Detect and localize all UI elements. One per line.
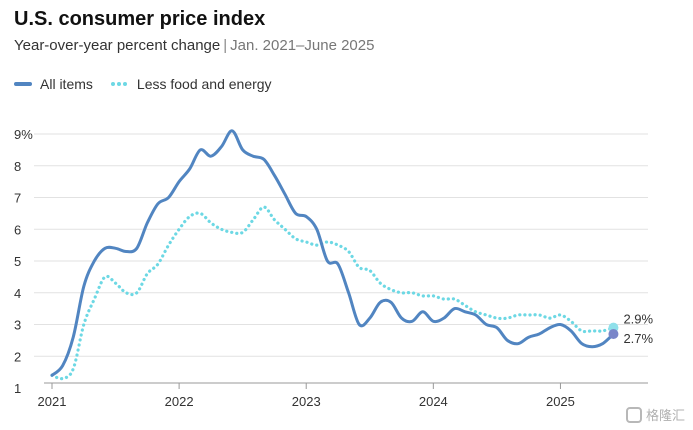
x-tick-label: 2025 (546, 394, 575, 409)
legend-swatch-solid (14, 82, 32, 86)
x-axis: 2021 2022 2023 2024 2025 (38, 382, 648, 409)
legend-swatch-dotted (110, 82, 129, 86)
y-tick-label: 7 (14, 191, 21, 206)
x-tick-label: 2023 (292, 394, 321, 409)
end-labels: 2.9% 2.7% (608, 312, 654, 346)
subtitle-main: Year-over-year percent change (14, 37, 221, 54)
chart-subtitle: Year-over-year percent change | Jan. 2021–… (14, 37, 374, 54)
legend-item-all-items: All items (14, 76, 93, 92)
series-line-core (50, 205, 615, 381)
series-end-marker (608, 329, 619, 340)
legend-item-core: Less food and energy (110, 76, 272, 92)
watermark: 格隆汇 (625, 405, 685, 424)
series-lines (50, 129, 615, 381)
legend-label-core: Less food and energy (136, 76, 272, 92)
subtitle-range: Jan. 2021–June 2025 (230, 37, 375, 54)
y-tick-label: 8 (14, 159, 21, 174)
x-tick-label: 2021 (38, 394, 67, 409)
y-tick-label: 6 (14, 222, 21, 237)
chart-title: U.S. consumer price index (14, 8, 266, 30)
y-tick-label: 1 (14, 381, 21, 396)
chart-legend: All items Less food and energy (14, 76, 290, 92)
y-tick-label: 2 (14, 349, 21, 364)
y-axis-ticks: 9% 8 7 6 5 4 3 2 1 (14, 127, 33, 396)
y-tick-label: 9% (14, 127, 33, 142)
y-tick-label: 3 (14, 318, 21, 333)
x-tick-label: 2024 (419, 394, 448, 409)
legend-label-all-items: All items (40, 76, 93, 92)
watermark-text: 格隆汇 (645, 408, 685, 423)
y-tick-label: 5 (14, 254, 21, 269)
series-end-label: 2.9% (623, 312, 653, 327)
x-tick-label: 2022 (165, 394, 194, 409)
y-tick-label: 4 (14, 286, 21, 301)
series-line-all-items (50, 129, 615, 377)
gridlines (34, 133, 648, 357)
watermark-logo-icon (625, 406, 642, 423)
subtitle-separator: | (223, 37, 228, 54)
series-end-label: 2.7% (623, 331, 653, 346)
